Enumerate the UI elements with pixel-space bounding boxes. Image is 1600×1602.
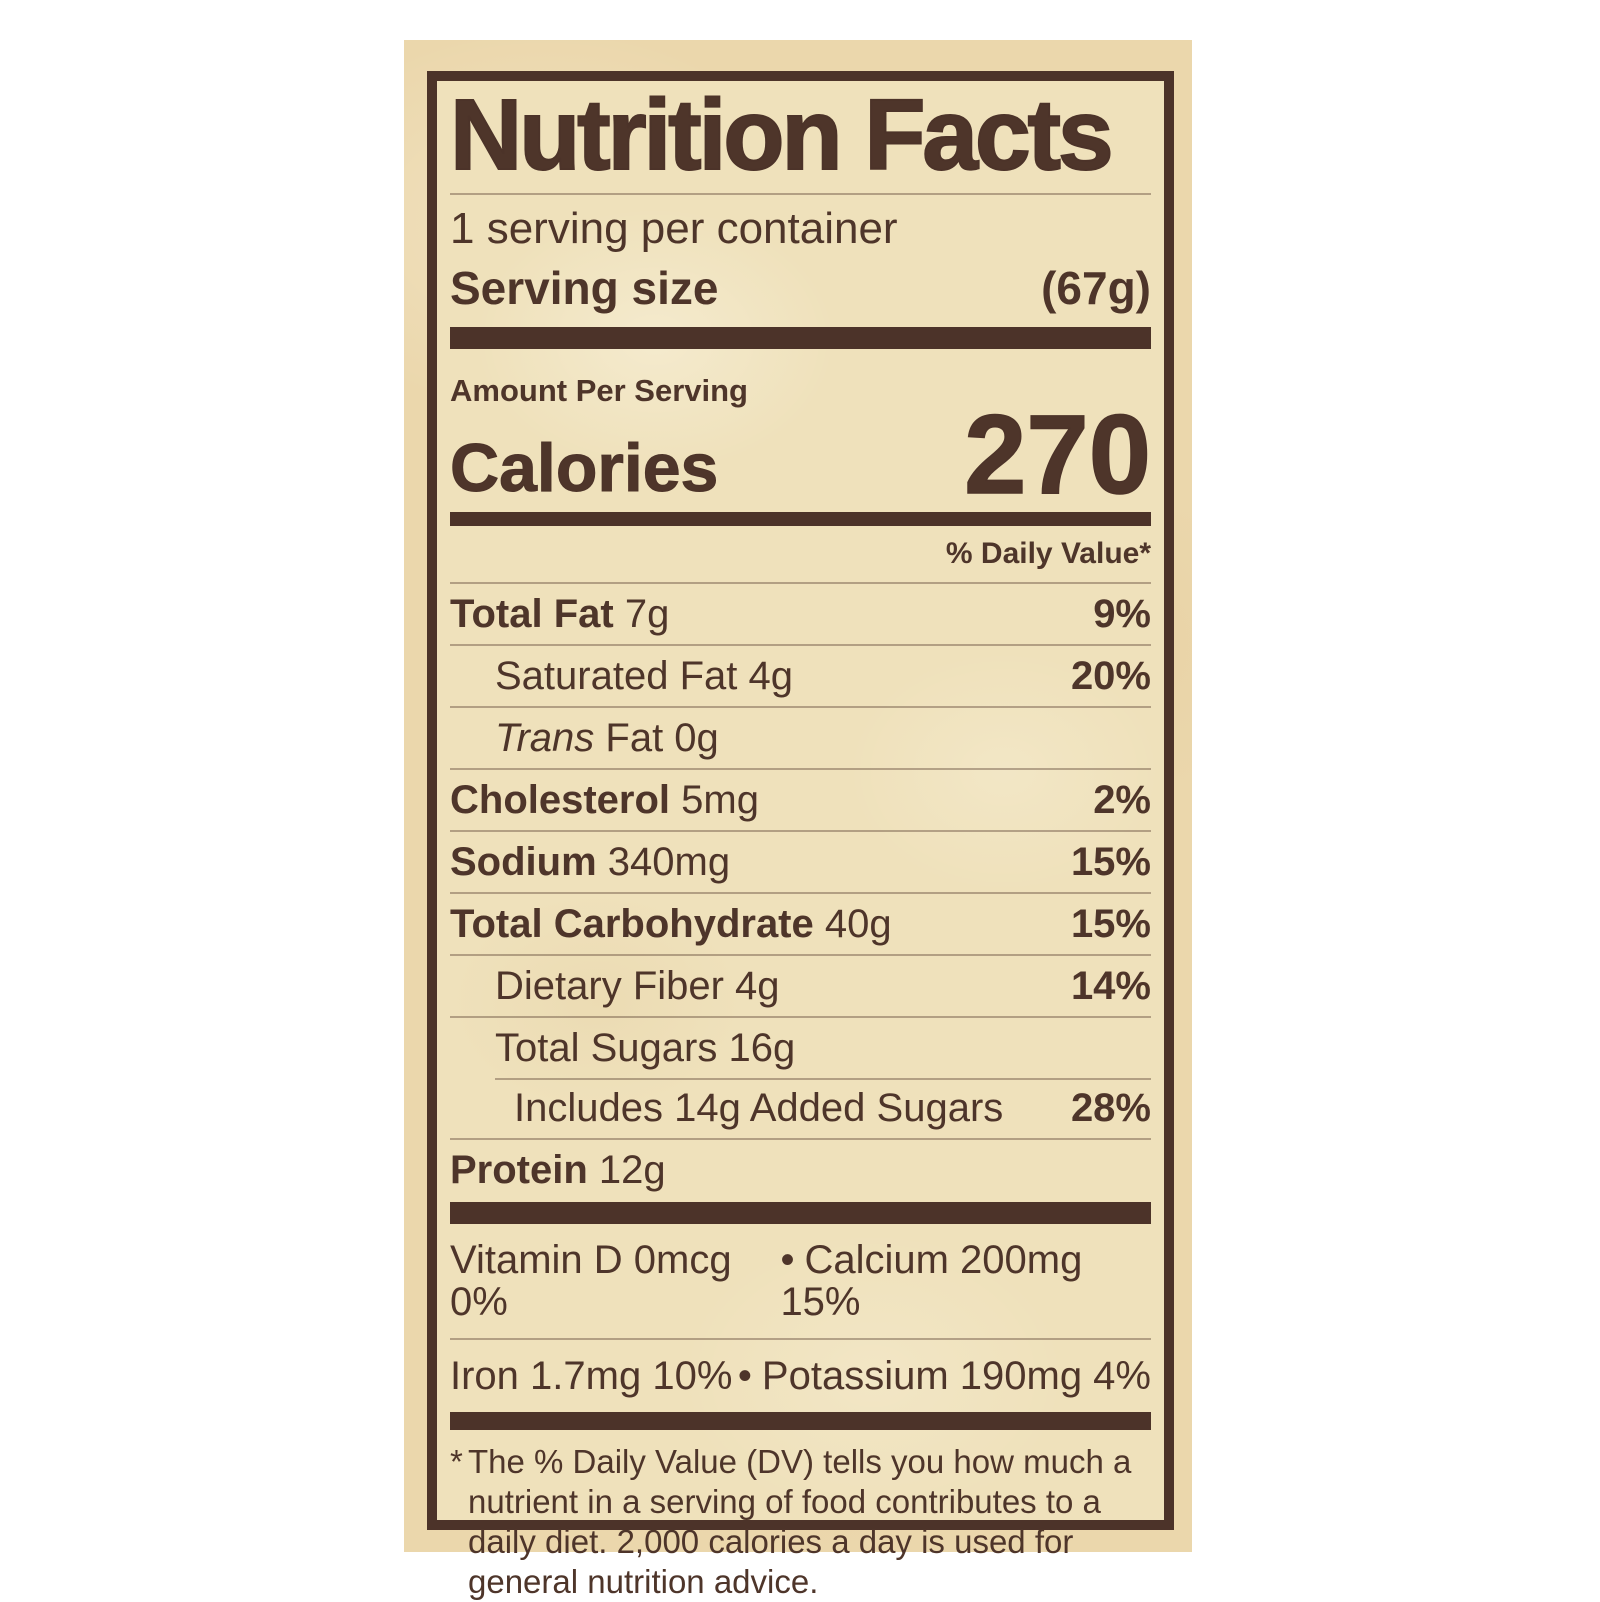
nutrient-row-total-fat: Total Fat 7g 9% [450, 581, 1151, 644]
micronutrient-left: Vitamin D 0mcg 0% [450, 1237, 732, 1324]
nutrient-row-protein: Protein 12g [450, 1137, 1151, 1200]
amount-per-serving-label: Amount Per Serving [450, 373, 748, 409]
nutrient-row-total-sugars: Total Sugars 16g [450, 1015, 1151, 1078]
nutrient-name: Total Sugars 16g [495, 1025, 796, 1070]
nutrient-row-added-sugars: Includes 14g Added Sugars 28% [450, 1077, 1151, 1138]
servings-per-container: 1 serving per container [450, 204, 898, 253]
nutrient-dv: 28% [1070, 1085, 1151, 1130]
nutrient-name: Includes 14g Added Sugars [514, 1085, 1004, 1130]
bullet-separator: • [780, 1237, 795, 1282]
nutrient-name: Protein 12g [450, 1147, 666, 1192]
nutrient-name: Cholesterol 5mg [450, 777, 759, 822]
nutrient-row-sodium: Sodium 340mg 15% [450, 829, 1151, 892]
micronutrient-right: • Potassium 190mg 4% [737, 1353, 1151, 1398]
nutrient-dv: 14% [1070, 963, 1151, 1008]
footnote: * The % Daily Value (DV) tells you how m… [450, 1442, 1151, 1602]
daily-value-header: % Daily Value* [945, 536, 1151, 570]
nutrient-dv: 9% [1093, 591, 1151, 636]
label-photo: Nutrition Facts 1 serving per container … [404, 40, 1192, 1600]
nutrient-name: Saturated Fat 4g [495, 653, 793, 698]
nutrient-dv: 2% [1093, 777, 1151, 822]
micronutrient-row-vitd-calcium: Vitamin D 0mcg 0% • Calcium 200mg 15% [450, 1224, 1151, 1338]
nutrient-row-cholesterol: Cholesterol 5mg 2% [450, 767, 1151, 830]
calories-value: 270 [963, 392, 1151, 518]
nutrient-name: Total Fat 7g [450, 591, 670, 636]
nutrient-name: Total Carbohydrate 40g [450, 901, 892, 946]
nutrient-row-trans-fat: Trans Fat 0g [450, 705, 1151, 768]
nutrient-dv: 15% [1070, 901, 1151, 946]
divider-bar-thick [450, 327, 1151, 350]
nutrient-dv: 20% [1070, 653, 1151, 698]
footnote-marker: * [450, 1442, 463, 1480]
micronutrient-row-iron-potassium: Iron 1.7mg 10% • Potassium 190mg 4% [450, 1337, 1151, 1412]
divider-bar-thick [450, 1411, 1151, 1430]
nutrient-name: Trans Fat 0g [495, 715, 719, 760]
nutrient-row-saturated-fat: Saturated Fat 4g 20% [450, 643, 1151, 706]
divider-hairline [450, 193, 1151, 195]
calories-label: Calories [449, 430, 719, 507]
nutrition-facts-label: Nutrition Facts 1 serving per container … [427, 71, 1174, 1600]
serving-size-value: (67g) [1041, 262, 1151, 315]
micronutrient-right: • Calcium 200mg 15% [780, 1237, 1083, 1324]
divider-bar-medium [450, 511, 1151, 526]
footnote-text: The % Daily Value (DV) tells you how muc… [468, 1442, 1132, 1600]
bullet-separator: • [737, 1353, 752, 1398]
divider-bar-thick [450, 1201, 1151, 1224]
nutrient-row-total-carbohydrate: Total Carbohydrate 40g 15% [450, 891, 1151, 954]
calories-row: Calories 270 [449, 392, 1151, 518]
nutrient-row-dietary-fiber: Dietary Fiber 4g 14% [450, 953, 1151, 1016]
serving-size-label: Serving size [450, 262, 719, 315]
serving-size-row: Serving size (67g) [450, 261, 1151, 315]
nutrient-name: Sodium 340mg [450, 839, 731, 884]
nutrient-name: Dietary Fiber 4g [495, 963, 780, 1008]
label-title: Nutrition Facts [449, 79, 1115, 191]
nutrient-dv: 15% [1070, 839, 1151, 884]
micronutrient-left: Iron 1.7mg 10% [450, 1353, 733, 1398]
